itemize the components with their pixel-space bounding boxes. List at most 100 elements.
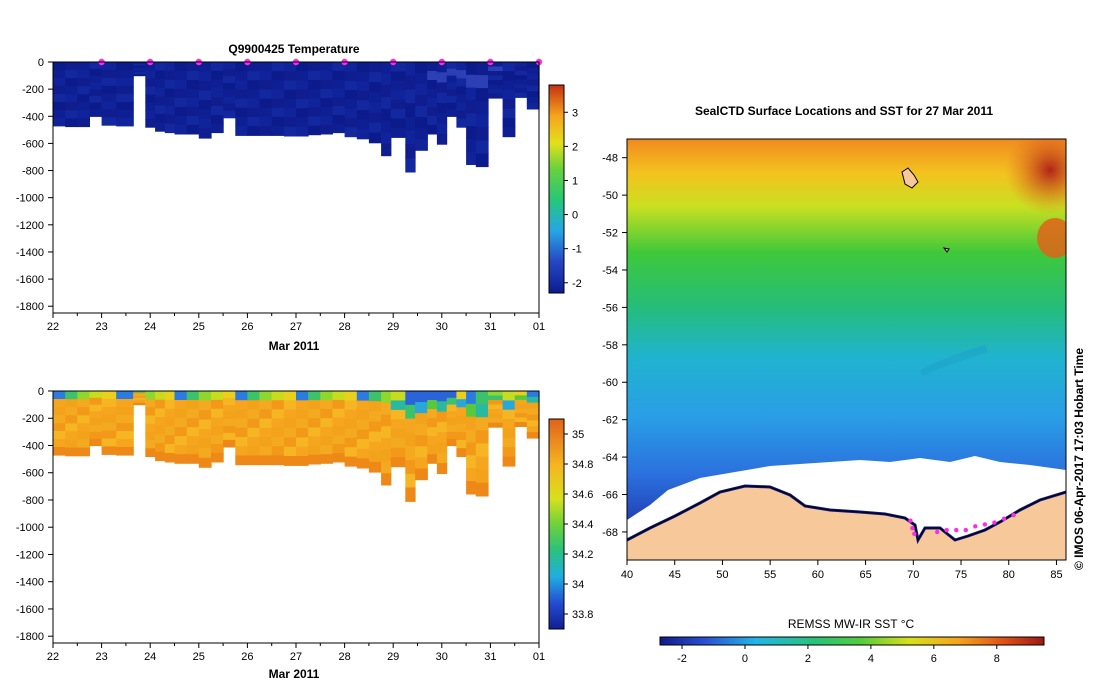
section-cell [405, 418, 416, 433]
x-tick-label: 28 [338, 651, 350, 663]
section-cell [223, 103, 236, 112]
section-cell [381, 97, 392, 110]
section-cell [390, 80, 406, 91]
section-cell [164, 62, 176, 72]
section-cell [145, 86, 156, 96]
section-cell [514, 391, 528, 396]
section-cell [344, 118, 358, 128]
section-cell [271, 446, 285, 456]
section-cell [405, 75, 416, 90]
section-cell [446, 75, 457, 83]
section-cell [488, 66, 504, 72]
x-tick-label: 25 [193, 651, 205, 663]
section-cell [145, 62, 156, 71]
section-cell [247, 427, 261, 438]
section-cell [223, 439, 236, 448]
section-cell [164, 114, 176, 125]
section-cell [164, 417, 176, 428]
section-cell [308, 409, 321, 419]
section-cell [368, 122, 382, 134]
section-cell [344, 391, 358, 401]
section-cell [488, 409, 504, 415]
section-cell [526, 402, 540, 410]
section-cell [116, 62, 134, 71]
section-cell [101, 85, 117, 95]
section-cell [271, 98, 285, 109]
section-cell [446, 438, 457, 447]
section-cell [235, 427, 249, 438]
section-cell [381, 143, 392, 157]
section-cell [526, 432, 540, 439]
section-cell [198, 90, 212, 101]
section-cell [405, 116, 416, 132]
section-cell [475, 482, 489, 497]
section-cell [186, 427, 200, 437]
section-cell [368, 411, 382, 422]
section-cell [271, 427, 285, 438]
section-cell [502, 437, 516, 448]
section-cell [368, 92, 382, 103]
section-cell [53, 93, 66, 103]
section-cell [164, 444, 176, 454]
section-cell [344, 437, 358, 448]
y-tick-label: -800 [22, 166, 44, 178]
section-cell [89, 95, 103, 104]
section-cell [155, 113, 166, 124]
section-cell [116, 109, 134, 119]
section-cell [475, 127, 489, 141]
section-cell [186, 124, 200, 135]
section-cell [186, 436, 200, 446]
section-cell [488, 62, 504, 68]
section-cell [514, 70, 528, 76]
section-cell [259, 418, 273, 429]
section-cell [308, 62, 321, 72]
y-tick-label: -1400 [16, 247, 44, 259]
section-cell [320, 454, 333, 464]
colorbar-tick-label: -1 [572, 244, 582, 256]
section-cell [405, 446, 416, 461]
sst-colorbar-label: REMSS MW-IR SST °C [788, 617, 915, 631]
section-cell [488, 71, 504, 77]
section-cell [271, 400, 285, 410]
section-cell [155, 122, 166, 132]
section-cell [101, 109, 117, 118]
section-cell [381, 62, 392, 75]
section-cell [332, 79, 346, 89]
section-cell [308, 436, 321, 447]
lon-tick-label: 45 [669, 569, 681, 581]
section-cell [223, 411, 236, 420]
section-cell [475, 430, 489, 444]
section-cell [223, 69, 236, 77]
section-cell [211, 62, 224, 72]
section-cell [211, 106, 224, 116]
section-cell [390, 428, 406, 439]
section-cell [77, 94, 90, 103]
seal-location-point [935, 529, 940, 535]
section-cell [320, 115, 333, 126]
section-cell [186, 409, 200, 419]
section-cell [247, 446, 261, 456]
section-cell [77, 431, 90, 441]
colorbar-tick-label: 3 [572, 107, 578, 119]
section-cell [344, 80, 358, 91]
x-tick-label: 24 [144, 321, 156, 333]
section-cell [65, 94, 78, 103]
section-cell [174, 454, 188, 464]
section-cell [368, 461, 382, 473]
section-cell [436, 421, 448, 433]
section-cell [283, 456, 297, 466]
section-cell [145, 70, 156, 79]
section-cell [446, 418, 457, 426]
y-tick-label: -1000 [16, 522, 44, 534]
section-cell [446, 411, 457, 419]
section-cell [259, 391, 273, 401]
section-cell [133, 402, 146, 406]
section-cell [446, 62, 457, 70]
section-cell [283, 409, 297, 420]
section-cell [77, 70, 90, 79]
section-cell [53, 101, 66, 111]
section-cell [89, 109, 103, 117]
section-cell [259, 409, 273, 420]
y-tick-label: -1200 [16, 220, 44, 232]
section-cell [223, 110, 236, 119]
